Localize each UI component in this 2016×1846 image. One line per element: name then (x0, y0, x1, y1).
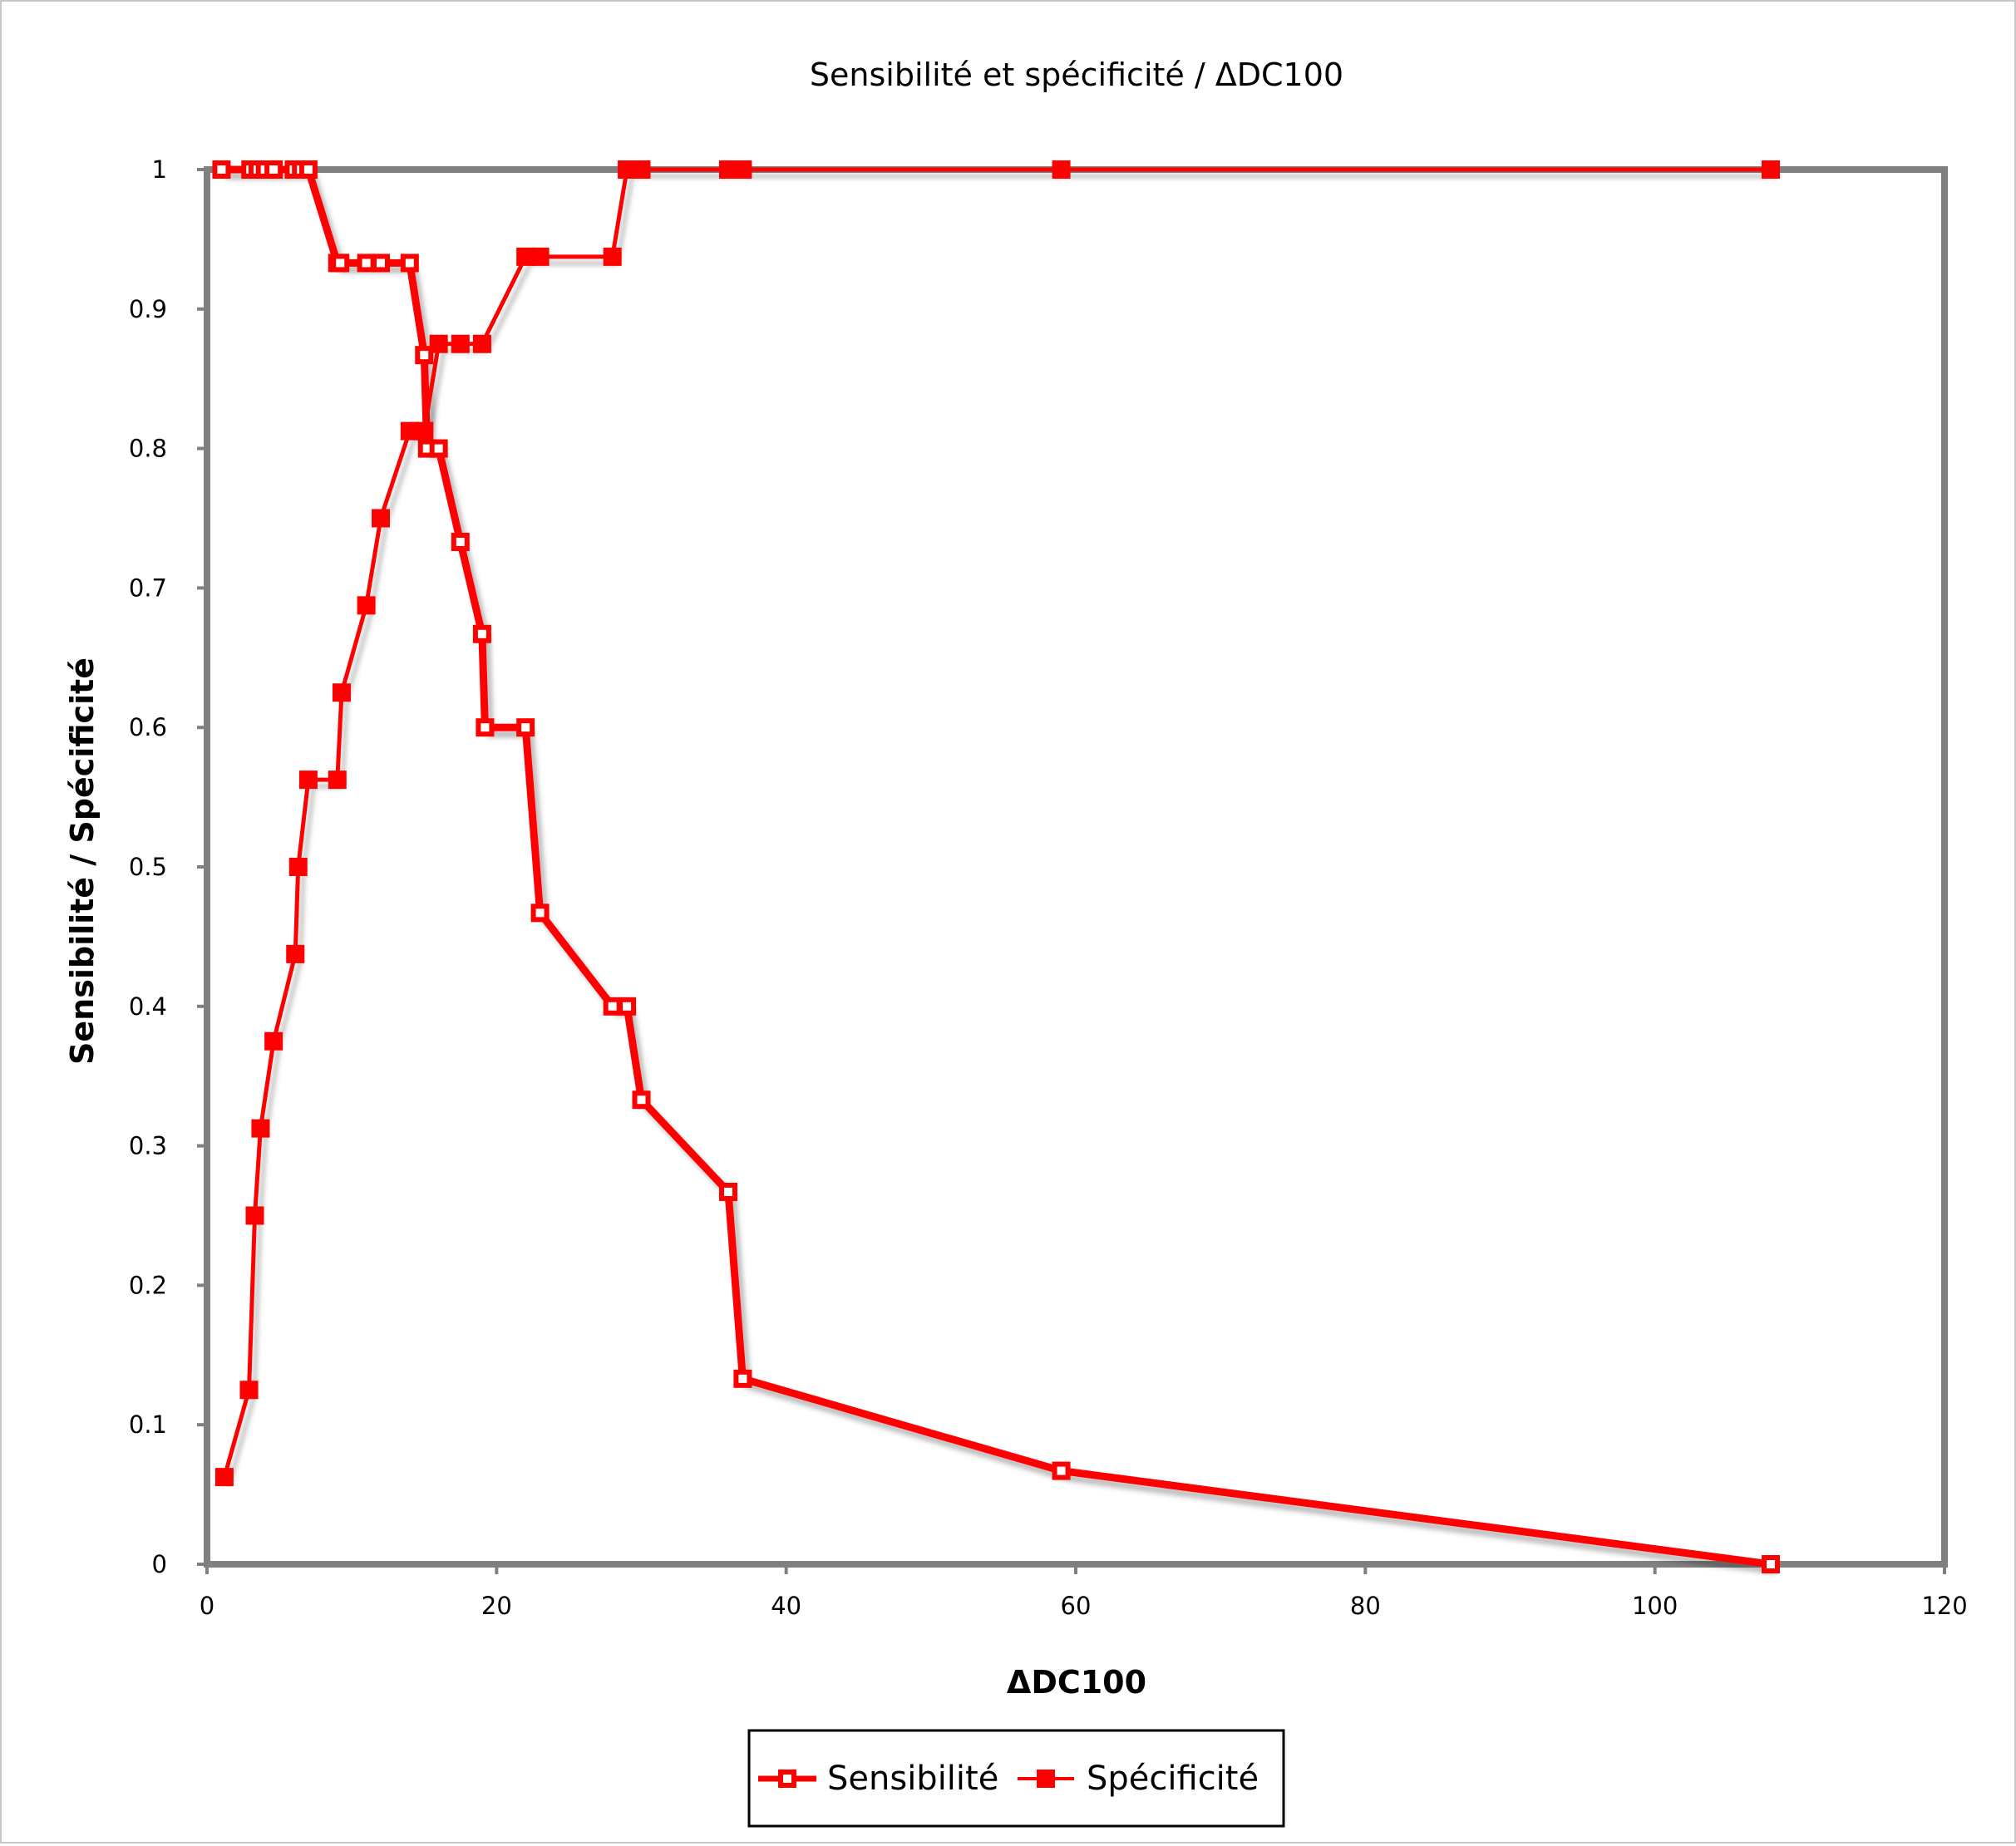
data-point-specificite (286, 944, 305, 963)
data-point-specificite (451, 334, 470, 353)
data-point-sensibilite (618, 997, 637, 1016)
data-point-specificite (298, 770, 318, 790)
series-specificite (214, 160, 1780, 1487)
legend: Sensibilité Spécificité (747, 1729, 1285, 1828)
data-point-sensibilite (1762, 1555, 1780, 1573)
data-point-sensibilite (632, 1090, 651, 1110)
data-point-specificite (264, 1031, 283, 1051)
x-tick-label: 100 (1632, 1592, 1678, 1620)
data-point-specificite (603, 247, 622, 266)
data-point-specificite (415, 421, 434, 441)
data-point-specificite (733, 160, 752, 179)
data-point-sensibilite (400, 254, 419, 273)
data-point-sensibilite (264, 160, 283, 179)
data-point-sensibilite (372, 254, 390, 273)
data-point-specificite (372, 509, 390, 528)
data-point-specificite (1762, 160, 1780, 179)
plot-area (204, 166, 1948, 1568)
x-tick-label: 60 (1061, 1592, 1092, 1620)
data-point-specificite (530, 247, 550, 266)
legend-label-specificite: Spécificité (1087, 1760, 1259, 1798)
legend-item-specificite: Spécificité (1018, 1760, 1259, 1798)
y-tick-label: 0.4 (129, 992, 167, 1021)
legend-item-sensibilite: Sensibilité (758, 1760, 998, 1798)
x-axis-ticks: 0 20 40 60 80 100 120 (200, 1564, 1968, 1620)
data-point-specificite (288, 858, 308, 876)
data-point-sensibilite (298, 160, 318, 179)
y-tick-label: 0.5 (129, 853, 167, 881)
y-tick-label: 0.8 (129, 435, 167, 463)
data-point-sensibilite (719, 1182, 737, 1201)
series-sensibilite (212, 160, 1780, 1573)
legend-marker-sensibilite (778, 1770, 796, 1788)
x-tick-label: 40 (771, 1592, 801, 1620)
data-point-specificite (632, 160, 651, 179)
data-point-specificite (251, 1119, 270, 1138)
data-point-specificite (429, 334, 448, 353)
data-point-sensibilite (331, 254, 350, 273)
data-point-sensibilite (733, 1369, 752, 1388)
data-point-sensibilite (451, 533, 470, 552)
plot-frame (204, 166, 1948, 1568)
y-tick-label: 0.3 (129, 1132, 167, 1160)
chart-title: Sensibilité et spécificité / ΔDC100 (810, 57, 1343, 93)
data-point-sensibilite (212, 160, 231, 179)
series-layer (212, 160, 1780, 1573)
data-point-sensibilite (603, 997, 622, 1016)
data-point-specificite (245, 1206, 264, 1225)
y-tick-label: 0.6 (129, 713, 167, 741)
data-point-sensibilite (357, 254, 376, 273)
data-point-specificite (328, 770, 347, 790)
x-axis-title: ΔDC100 (1007, 1664, 1146, 1701)
series-line-sensibilite (221, 165, 1772, 1568)
x-tick-label: 80 (1350, 1592, 1381, 1620)
legend-box (747, 1729, 1285, 1828)
data-point-specificite (239, 1381, 259, 1400)
x-tick-label: 120 (1921, 1592, 1967, 1620)
y-tick-label: 0 (152, 1550, 167, 1578)
data-point-sensibilite (476, 718, 495, 737)
data-point-sensibilite (415, 346, 434, 365)
data-point-specificite (357, 596, 376, 615)
x-tick-label: 20 (481, 1592, 512, 1620)
x-tick-label: 0 (200, 1592, 214, 1620)
data-point-specificite (214, 1468, 234, 1487)
data-point-specificite (472, 334, 491, 353)
data-point-sensibilite (429, 439, 448, 458)
y-tick-label: 0.1 (129, 1410, 167, 1439)
y-tick-label: 0.2 (129, 1271, 167, 1299)
y-tick-label: 0.9 (129, 295, 167, 323)
data-point-specificite (332, 683, 351, 702)
legend-marker-specificite (1037, 1770, 1055, 1788)
data-point-sensibilite (472, 624, 491, 643)
y-tick-label: 1 (152, 155, 167, 184)
data-point-sensibilite (516, 718, 535, 737)
data-point-sensibilite (1052, 1461, 1071, 1480)
y-axis-ticks: 0 0.1 0.2 0.3 0.4 0.5 0.6 0.7 0.8 0.9 1 (129, 155, 207, 1578)
data-point-sensibilite (530, 903, 550, 923)
data-point-specificite (1052, 160, 1071, 179)
y-axis-title: Sensibilité / Spécificité (64, 657, 101, 1065)
legend-label-sensibilite: Sensibilité (827, 1760, 998, 1798)
y-tick-label: 0.7 (129, 573, 167, 602)
